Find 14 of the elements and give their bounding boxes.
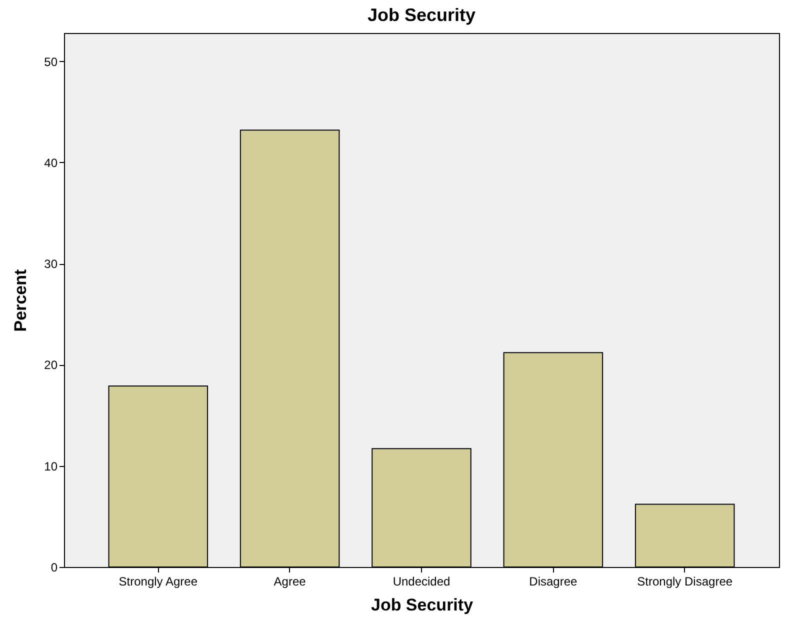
y-tick-label: 50 [44,54,58,69]
x-tick-label: Strongly Agree [118,574,198,588]
x-tick-label: Agree [274,574,306,588]
chart-title: Job Security [367,5,476,25]
x-axis-title: Job Security [370,596,474,614]
y-axis-title: Percent [11,268,30,332]
y-tick-label: 40 [44,156,58,170]
y-tick-label: 10 [44,459,58,474]
y-tick-label: 30 [44,257,58,272]
y-tick-label: 0 [50,560,58,574]
x-tick-label: Disagree [529,574,578,588]
x-tick-label: Strongly Disagree [637,574,733,588]
y-tick-label: 20 [44,358,58,372]
x-tick-label: Undecided [392,574,450,588]
